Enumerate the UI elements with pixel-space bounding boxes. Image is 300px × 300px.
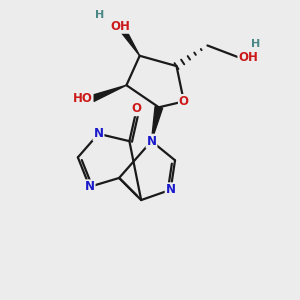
Text: O: O <box>132 102 142 115</box>
Text: OH: OH <box>111 20 130 33</box>
Text: N: N <box>166 183 176 196</box>
Text: OH: OH <box>238 51 258 64</box>
Text: N: N <box>85 180 94 193</box>
Polygon shape <box>152 106 163 141</box>
Text: H: H <box>251 39 261 49</box>
Polygon shape <box>92 85 126 101</box>
Text: H: H <box>95 10 105 20</box>
Text: O: O <box>179 95 189 108</box>
Polygon shape <box>118 25 140 56</box>
Text: N: N <box>146 135 157 148</box>
Text: N: N <box>94 127 103 140</box>
Text: HO: HO <box>73 92 93 105</box>
